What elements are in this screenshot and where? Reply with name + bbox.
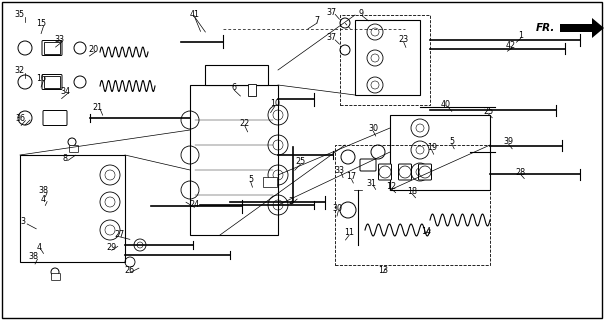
Text: 6: 6 — [232, 84, 237, 92]
Text: 17: 17 — [347, 172, 356, 181]
FancyBboxPatch shape — [51, 274, 60, 281]
FancyBboxPatch shape — [419, 164, 431, 180]
Text: 26: 26 — [125, 266, 135, 275]
Text: 16: 16 — [36, 74, 46, 83]
Bar — [248, 84, 255, 96]
Text: 40: 40 — [441, 100, 451, 109]
Text: 34: 34 — [60, 87, 70, 96]
Text: 33: 33 — [335, 166, 344, 175]
Text: 21: 21 — [93, 103, 103, 112]
Text: 33: 33 — [54, 36, 64, 44]
Text: 3: 3 — [21, 217, 25, 226]
FancyBboxPatch shape — [360, 159, 376, 171]
Text: 41: 41 — [190, 10, 199, 19]
Text: FR.: FR. — [536, 23, 555, 33]
Bar — [44, 42, 60, 54]
Bar — [263, 177, 277, 187]
Text: 8: 8 — [63, 154, 68, 163]
Text: 13: 13 — [379, 266, 388, 275]
Text: 12: 12 — [387, 182, 396, 191]
Text: 27: 27 — [115, 230, 124, 239]
Text: 38: 38 — [39, 186, 48, 195]
Text: 1: 1 — [518, 31, 523, 40]
Text: 5: 5 — [248, 175, 253, 184]
Text: 28: 28 — [516, 168, 525, 177]
Text: 35: 35 — [15, 10, 25, 19]
FancyBboxPatch shape — [42, 75, 62, 90]
FancyBboxPatch shape — [42, 41, 62, 55]
Text: 18: 18 — [407, 187, 417, 196]
Text: 24: 24 — [190, 200, 199, 209]
Text: 37: 37 — [326, 8, 336, 17]
Text: 25: 25 — [296, 157, 306, 166]
Text: 22: 22 — [240, 119, 249, 128]
Text: 11: 11 — [344, 228, 354, 237]
Text: 31: 31 — [367, 179, 376, 188]
Text: 20: 20 — [89, 45, 98, 54]
FancyBboxPatch shape — [399, 164, 411, 180]
Text: 38: 38 — [28, 252, 38, 261]
Text: 29: 29 — [107, 244, 117, 252]
Bar — [44, 76, 60, 88]
Text: 32: 32 — [15, 66, 25, 75]
Text: 30: 30 — [332, 204, 342, 213]
Text: 23: 23 — [399, 35, 408, 44]
Text: 5: 5 — [449, 137, 454, 146]
Bar — [355, 20, 420, 95]
Bar — [205, 65, 268, 85]
Text: 39: 39 — [504, 137, 513, 146]
Bar — [390, 115, 490, 190]
Polygon shape — [560, 18, 604, 38]
Text: 10: 10 — [270, 100, 280, 108]
Text: 14: 14 — [421, 227, 431, 236]
Text: 30: 30 — [368, 124, 378, 133]
Text: 25: 25 — [483, 107, 493, 116]
Text: 4: 4 — [37, 243, 42, 252]
Text: 7: 7 — [315, 16, 320, 25]
Text: 2: 2 — [289, 197, 294, 206]
Bar — [20, 155, 125, 262]
Text: 4: 4 — [41, 195, 46, 204]
Text: 9: 9 — [359, 9, 364, 18]
Text: 19: 19 — [427, 143, 437, 152]
FancyBboxPatch shape — [69, 146, 79, 153]
FancyBboxPatch shape — [43, 110, 67, 125]
Bar — [340, 15, 430, 105]
Text: 42: 42 — [506, 41, 515, 50]
Bar — [190, 85, 278, 235]
FancyBboxPatch shape — [379, 164, 391, 180]
Bar — [335, 145, 490, 265]
Text: 36: 36 — [15, 114, 25, 123]
Text: 15: 15 — [36, 20, 46, 28]
Text: 37: 37 — [326, 33, 336, 42]
